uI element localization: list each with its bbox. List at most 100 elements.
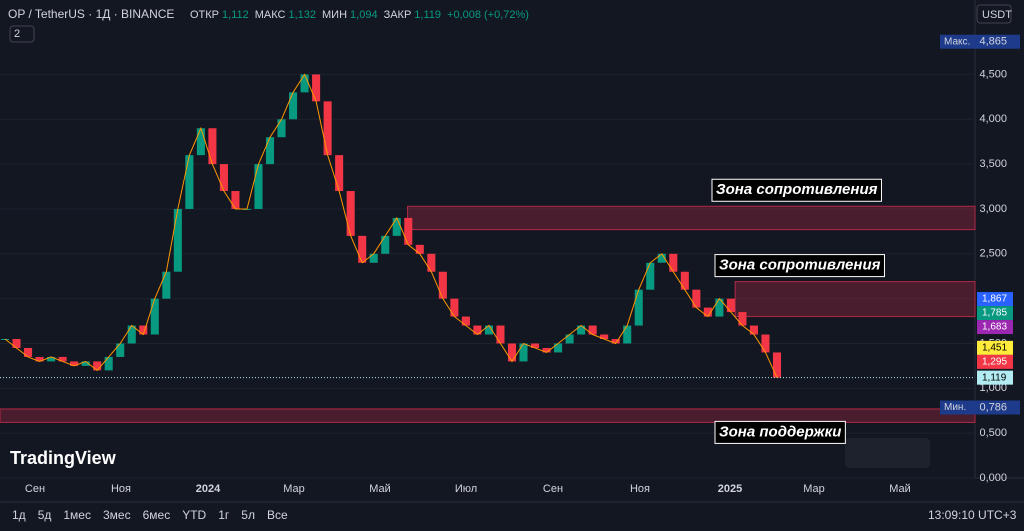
logo: TradingView xyxy=(10,448,117,468)
candle xyxy=(127,325,136,344)
candle xyxy=(93,361,102,371)
zone-label: Зона поддержки xyxy=(719,423,841,440)
candle xyxy=(623,325,632,344)
close-line xyxy=(4,73,778,378)
candle xyxy=(646,262,655,290)
zone xyxy=(407,205,976,231)
candle xyxy=(35,356,44,362)
zone-label: Зона сопротивления xyxy=(716,181,878,198)
zone-label: Зона сопротивления xyxy=(719,257,881,274)
candle xyxy=(588,325,597,335)
range-button[interactable]: 6мес xyxy=(143,508,171,522)
candle xyxy=(358,235,367,263)
symbol: OP / TetherUS · 1Д · BINANCE xyxy=(8,7,174,21)
candle xyxy=(254,164,263,209)
price-tick-label: 1,000 xyxy=(979,382,1007,394)
candle xyxy=(323,101,332,156)
extreme-label: Макс. xyxy=(944,36,970,47)
candle xyxy=(139,325,148,335)
candle xyxy=(703,307,712,317)
candle xyxy=(231,191,240,209)
time-label: Сен xyxy=(25,483,45,495)
time-label: 2024 xyxy=(196,483,221,495)
candle xyxy=(162,271,171,299)
currency[interactable]: USDT xyxy=(982,9,1012,21)
range-button[interactable]: 3мес xyxy=(103,508,131,522)
extreme-badge xyxy=(940,400,1020,415)
zone xyxy=(0,408,976,423)
candle xyxy=(116,343,125,357)
candle xyxy=(749,325,758,335)
candle xyxy=(173,208,182,272)
time-label: Май xyxy=(369,483,391,495)
range-button[interactable]: 5л xyxy=(241,508,255,522)
price-badge xyxy=(977,370,1013,385)
candle xyxy=(450,298,459,317)
field-value: 1,094 xyxy=(350,9,378,21)
price-badge-label: 1,295 xyxy=(982,357,1007,368)
field-name: ОТКР xyxy=(190,9,219,21)
candle xyxy=(577,325,586,335)
currency-button[interactable] xyxy=(976,4,1012,24)
candle xyxy=(265,137,275,165)
change: +0,008 (+0,72%) xyxy=(447,9,529,21)
time-label: Мар xyxy=(283,483,305,495)
field-value: 1,132 xyxy=(288,9,316,21)
field-value: 1,119 xyxy=(414,9,441,21)
candle xyxy=(81,361,90,366)
candle xyxy=(346,191,355,236)
price-tick-label: 0,500 xyxy=(979,427,1007,439)
range-button[interactable]: 5д xyxy=(38,508,52,522)
range-button[interactable]: YTD xyxy=(182,508,206,522)
range-button[interactable]: 1д xyxy=(12,508,26,522)
time-label: Ноя xyxy=(111,483,131,495)
price-badge-label: 1,451 xyxy=(982,343,1007,354)
candle xyxy=(277,119,286,138)
time-label: Ноя xyxy=(630,483,650,495)
zone xyxy=(734,281,976,318)
range-button[interactable]: 1мес xyxy=(63,508,91,522)
candle xyxy=(47,356,56,362)
candle xyxy=(496,325,505,344)
candle xyxy=(519,343,528,362)
price-badge xyxy=(977,320,1013,335)
candle xyxy=(289,92,298,120)
field-name: МАКС xyxy=(255,9,286,21)
candle xyxy=(738,312,747,326)
candle xyxy=(219,164,228,192)
clock: 13:09:10 UTC+3 xyxy=(928,508,1017,522)
candle xyxy=(507,343,517,362)
candle xyxy=(70,361,79,366)
time-label: 2025 xyxy=(718,483,742,495)
field-value: 1,112 xyxy=(222,9,249,21)
candle xyxy=(438,271,447,299)
candle xyxy=(669,253,678,272)
candle xyxy=(761,334,770,353)
field-name: МИН xyxy=(322,9,347,21)
candle xyxy=(680,271,689,290)
price-badge-label: 1,785 xyxy=(982,308,1007,319)
candle xyxy=(427,253,436,272)
range-button[interactable]: 1г xyxy=(218,508,230,522)
price-tick-label: 2,500 xyxy=(979,248,1007,260)
tool-panel xyxy=(845,438,930,468)
extreme-value: 4,865 xyxy=(979,36,1007,48)
indicator-count[interactable]: 2 xyxy=(14,28,20,40)
indicators-toggle[interactable] xyxy=(9,25,35,43)
extreme-label: Мин. xyxy=(944,402,966,413)
candle xyxy=(312,74,321,102)
candle xyxy=(565,334,574,344)
range-button[interactable]: Все xyxy=(267,508,288,522)
time-label: Сен xyxy=(543,483,563,495)
price-tick-label: 0,000 xyxy=(979,472,1007,484)
time-label: Май xyxy=(889,483,911,495)
zone-label-box xyxy=(714,420,846,444)
candle xyxy=(185,155,194,209)
candle xyxy=(473,325,482,335)
candle xyxy=(404,217,413,245)
time-label: Июл xyxy=(455,483,477,495)
candle xyxy=(12,338,21,348)
candle xyxy=(726,298,735,313)
candle xyxy=(461,316,470,326)
